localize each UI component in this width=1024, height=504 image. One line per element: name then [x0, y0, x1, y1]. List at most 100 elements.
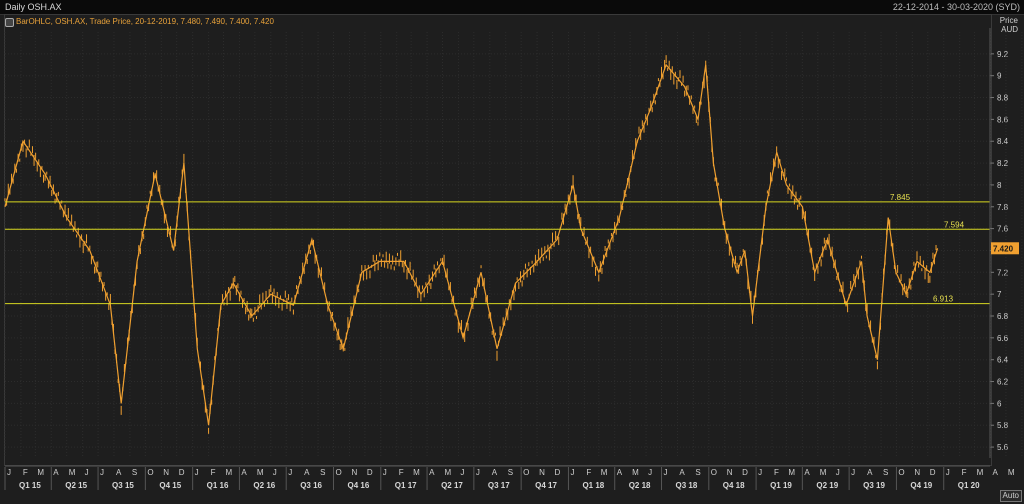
- y-tick-label: 9: [997, 72, 1002, 81]
- x-month-tick-label: M: [37, 468, 44, 477]
- x-month-tick-label: J: [836, 468, 840, 477]
- y-tick-label: 7.2: [997, 268, 1009, 277]
- last-price-badge: [991, 242, 1019, 255]
- x-quarter-label: Q2 17: [441, 481, 463, 490]
- x-month-tick-label: J: [7, 468, 11, 477]
- x-month-tick-label: N: [539, 468, 545, 477]
- x-quarter-label: Q1 18: [582, 481, 604, 490]
- x-month-tick-label: S: [883, 468, 888, 477]
- x-month-tick-label: A: [116, 468, 122, 477]
- x-month-tick-label: O: [523, 468, 529, 477]
- x-month-tick-label: O: [898, 468, 904, 477]
- x-month-tick-label: N: [163, 468, 169, 477]
- x-month-tick-label: J: [460, 468, 464, 477]
- x-month-tick-label: N: [914, 468, 920, 477]
- x-month-tick-label: D: [555, 468, 561, 477]
- auto-scale-button[interactable]: Auto: [999, 490, 1022, 502]
- x-month-tick-label: M: [977, 468, 984, 477]
- x-month-tick-label: A: [617, 468, 623, 477]
- legend-swatch-icon: [5, 17, 14, 27]
- x-quarter-label: Q2 18: [629, 481, 651, 490]
- x-month-tick-label: N: [351, 468, 357, 477]
- x-month-tick-label: F: [399, 468, 404, 477]
- y-tick-label: 6.8: [997, 312, 1009, 321]
- x-month-tick-label: M: [632, 468, 639, 477]
- y-tick-label: 6.6: [997, 334, 1009, 343]
- x-month-tick-label: M: [601, 468, 608, 477]
- x-quarter-label: Q2 19: [816, 481, 838, 490]
- x-quarter-label: Q2 16: [253, 481, 275, 490]
- x-month-tick-label: F: [774, 468, 779, 477]
- y-tick-label: 5.6: [997, 443, 1009, 452]
- x-month-tick-label: M: [257, 468, 264, 477]
- horizontal-level-label: 7.845: [890, 193, 911, 202]
- x-month-tick-label: J: [288, 468, 292, 477]
- series-legend[interactable]: BarOHLC, OSH.AX, Trade Price, 20-12-2019…: [5, 16, 274, 28]
- price-line: [4, 63, 939, 426]
- y-axis-label-currency: AUD: [1001, 25, 1018, 34]
- x-quarter-label: Q3 18: [675, 481, 697, 490]
- x-month-tick-label: O: [711, 468, 717, 477]
- x-month-tick-label: J: [85, 468, 89, 477]
- x-month-tick-label: J: [476, 468, 480, 477]
- y-tick-label: 6.2: [997, 378, 1009, 387]
- legend-text: BarOHLC, OSH.AX, Trade Price, 20-12-2019…: [16, 17, 274, 26]
- x-month-tick-label: A: [679, 468, 685, 477]
- x-quarter-label: Q1 20: [958, 481, 980, 490]
- x-month-tick-label: O: [147, 468, 153, 477]
- x-month-tick-label: D: [367, 468, 373, 477]
- x-quarter-label: Q4 17: [535, 481, 557, 490]
- x-quarter-label: Q3 16: [300, 481, 322, 490]
- y-axis-label-price: Price: [999, 16, 1018, 25]
- x-month-tick-label: F: [962, 468, 967, 477]
- x-quarter-label: Q1 19: [770, 481, 792, 490]
- y-tick-label: 8.6: [997, 115, 1009, 124]
- x-month-tick-label: F: [586, 468, 591, 477]
- x-month-tick-label: S: [695, 468, 700, 477]
- x-month-tick-label: A: [241, 468, 247, 477]
- x-month-tick-label: D: [930, 468, 936, 477]
- x-month-tick-label: A: [53, 468, 59, 477]
- x-month-tick-label: S: [132, 468, 137, 477]
- x-month-tick-label: A: [867, 468, 873, 477]
- x-month-tick-label: J: [383, 468, 387, 477]
- x-month-tick-label: A: [492, 468, 498, 477]
- x-month-tick-label: M: [788, 468, 795, 477]
- y-tick-label: 7.8: [997, 203, 1009, 212]
- x-quarter-label: Q3 19: [863, 481, 885, 490]
- x-month-tick-label: S: [508, 468, 513, 477]
- x-quarter-label: Q3 17: [488, 481, 510, 490]
- x-month-tick-label: A: [304, 468, 310, 477]
- x-month-tick-label: J: [273, 468, 277, 477]
- x-quarter-label: Q4 18: [723, 481, 745, 490]
- x-month-tick-label: N: [727, 468, 733, 477]
- x-month-tick-label: J: [758, 468, 762, 477]
- x-month-tick-label: F: [211, 468, 216, 477]
- y-tick-label: 5.8: [997, 421, 1009, 430]
- horizontal-level-label: 7.594: [944, 220, 965, 229]
- y-tick-label: 8.2: [997, 159, 1009, 168]
- y-tick-label: 8.4: [997, 137, 1009, 146]
- x-month-tick-label: J: [663, 468, 667, 477]
- x-quarter-label: Q2 15: [65, 481, 87, 490]
- x-quarter-label: Q4 16: [348, 481, 370, 490]
- x-quarter-label: Q4 19: [910, 481, 932, 490]
- y-tick-label: 8.8: [997, 94, 1009, 103]
- x-quarter-label: Q1 16: [207, 481, 229, 490]
- x-month-tick-label: M: [1008, 468, 1015, 477]
- x-month-tick-label: D: [179, 468, 185, 477]
- x-quarter-label: Q1 17: [395, 481, 417, 490]
- x-month-tick-label: J: [851, 468, 855, 477]
- x-month-tick-label: M: [820, 468, 827, 477]
- date-range-label: 22-12-2014 - 30-03-2020 (SYD): [892, 2, 1020, 12]
- y-tick-label: 8: [997, 181, 1002, 190]
- x-month-tick-label: A: [804, 468, 810, 477]
- x-month-tick-label: M: [444, 468, 451, 477]
- x-month-tick-label: A: [429, 468, 435, 477]
- x-month-tick-label: M: [225, 468, 232, 477]
- x-month-tick-label: J: [648, 468, 652, 477]
- x-month-tick-label: J: [570, 468, 574, 477]
- x-month-tick-label: J: [100, 468, 104, 477]
- x-month-tick-label: O: [336, 468, 342, 477]
